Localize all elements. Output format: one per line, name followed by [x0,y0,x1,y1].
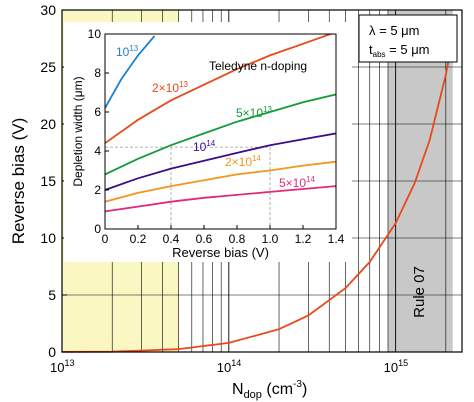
x-tick-label-base: 10 [50,360,64,375]
inset-series-label-base: 10 [116,45,130,59]
x-axis-title: Ndop (cm-3) [232,379,307,401]
inset-plot: 10132×10135×101310142×10145×1014Teledyne… [64,22,352,262]
inset-series-label-exp: 13 [263,105,272,114]
y-tick-label: 30 [40,2,56,18]
y-tick-label: 0 [48,344,56,360]
x-axis-title-exp: -3 [293,379,302,390]
inset-x-tick-label: 1.2 [295,232,312,246]
inset-x-tick-label: 1.4 [328,232,345,246]
y-tick-label: 15 [40,173,56,189]
x-tick-label-base: 10 [384,360,398,375]
inset-y-tick-label: 4 [94,144,101,158]
inset-series-label-exp: 13 [129,44,138,53]
x-axis-title-close: ) [302,381,307,398]
inset-series-label-base: 10 [193,140,207,154]
inset-series-label-exp: 13 [179,80,188,89]
x-tick-label-exp: 14 [231,358,241,368]
y-tick-label: 20 [40,116,56,132]
inset-series-line [105,34,334,144]
inset-background [64,22,352,262]
inset-y-tick-label: 10 [88,27,102,41]
main-series-line [61,21,457,353]
inset-series-label: 1014 [193,139,216,154]
x-tick-label: 1013 [50,358,74,375]
parameter-lambda-value: = 5 μm [376,23,420,38]
inset-series-line [105,35,156,109]
parameter-line-1: λ = 5 μm [369,23,419,38]
inset-x-axis-title: Reverse bias (V) [172,245,269,260]
inset-annotation: Teledyne n-doping [209,59,307,73]
x-tick-label: 1014 [217,358,241,375]
inset-series-line [105,93,336,176]
inset-x-tick-label: 0.8 [229,232,246,246]
inset-series-label-exp: 14 [306,175,315,184]
inset-series-label: 5×1014 [279,175,315,190]
y-tick-label: 5 [48,287,56,303]
inset-y-tick-label: 8 [94,66,101,80]
inset-y-tick-label: 6 [94,105,101,119]
parameter-t-value: = 5 μm [386,42,430,57]
y-tick-label: 10 [40,230,56,246]
inset-y-tick-label: 0 [94,222,101,236]
inset-series-label-base: 2×10 [152,81,179,95]
y-axis-title: Reverse bias (V) [9,118,28,245]
parameter-t-sub: abs [373,50,386,59]
inset-series-label: 1013 [116,44,139,59]
y-tick-label: 25 [40,59,56,75]
inset-x-tick-label: 1.0 [262,232,279,246]
parameter-t: t [369,42,373,57]
inset-series-line [105,132,336,191]
inset-series-label-base: 5×10 [236,106,263,120]
inset-series-label-base: 2×10 [225,155,252,169]
inset-y-axis-title: Depletion width (μm) [71,76,85,186]
x-tick-label-exp: 13 [64,358,74,368]
inset-series-label: 5×1013 [236,105,272,120]
parameter-box [358,14,458,63]
inset-series-label-base: 5×10 [279,176,306,190]
inset-x-tick-label: 0 [102,232,109,246]
inset-series-label: 2×1013 [152,80,188,95]
inset-series-line [105,185,336,213]
inset-frame [104,33,337,230]
x-axis-title-sub: dop [244,389,262,401]
inset-series-label: 2×1014 [225,154,261,169]
parameter-line-2: tabs = 5 μm [369,42,430,59]
rule-band-label: Rule 07 [411,266,428,318]
x-tick-label-base: 10 [217,360,231,375]
inset-x-tick-label: 0.6 [196,232,213,246]
x-tick-label-exp: 15 [398,358,408,368]
inset-x-tick-label: 0.4 [163,232,180,246]
parameter-lambda: λ [369,23,376,38]
inset-series-label-exp: 14 [206,139,215,148]
x-axis-title-main: N [232,381,244,398]
x-axis-title-unit: (cm [262,381,293,398]
inset-series-line [105,160,336,203]
inset-y-tick-label: 2 [94,183,101,197]
inset-x-tick-label: 0.2 [130,232,147,246]
x-tick-label: 1015 [384,358,408,375]
inset-series-label-exp: 14 [252,154,261,163]
